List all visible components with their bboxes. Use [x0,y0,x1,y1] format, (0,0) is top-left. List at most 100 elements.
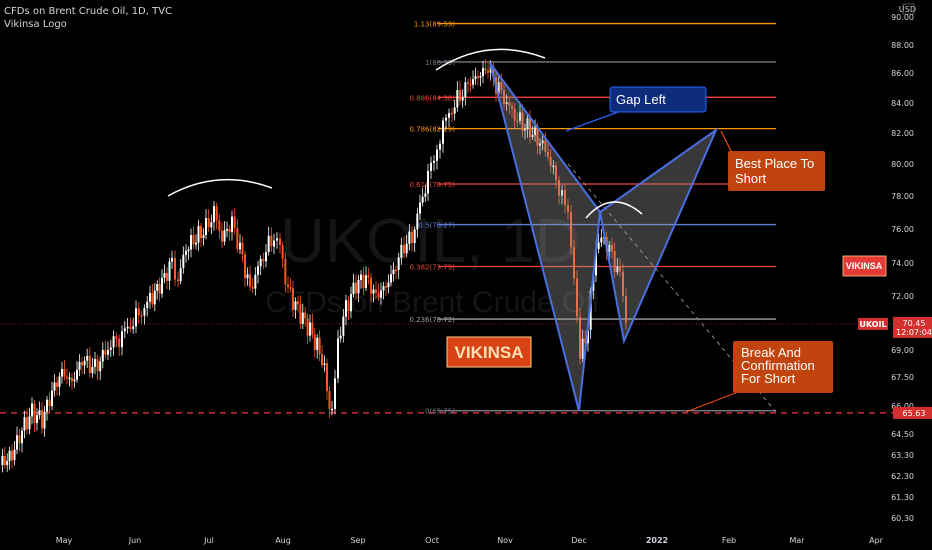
candle-body [552,165,555,168]
candle-body [382,286,385,291]
candle-body [306,318,309,336]
price-tag-countdown: 12:07:04 [896,328,932,337]
candle-body [91,366,94,374]
candle-body [436,149,438,161]
candle-body [284,258,287,285]
candle-body [123,328,126,332]
fib-level-label: 0.5(76.27) [418,222,455,230]
candle-body [459,90,461,101]
candle-body [61,369,63,377]
candle-body [508,102,511,106]
candle-body [153,290,156,305]
candle-body [223,230,226,242]
candle-body [616,266,619,273]
candle-body [86,355,89,361]
support-tag-value: 65.63 [903,409,926,418]
candle-body [28,416,31,430]
price-tick: 76.00 [891,225,914,234]
price-tick: 72.00 [891,292,914,301]
candle-body [38,410,41,416]
candle-body [292,288,294,310]
candle-body [126,326,129,329]
candle-body [149,292,151,302]
break-line: Confirmation [741,358,815,373]
candle-body [68,377,71,380]
candle-body [316,337,319,350]
candle-body [448,113,450,118]
candle-body [265,252,267,262]
candle-body [187,249,190,252]
candle-body [171,258,173,262]
candle-body [367,275,370,278]
watermark-name: CFDs on Brent Crude Oil [265,286,598,319]
symbol-tag-text: UKOIL [859,320,886,329]
candle-body [299,304,302,324]
candle-body [403,244,405,254]
candle-body [26,417,28,430]
candle-body [190,235,192,250]
fib-level-label: 0.618(78.75) [409,181,455,189]
candle-body [215,206,218,221]
candle-body [587,329,589,344]
time-tick: May [56,536,73,545]
candle-body [326,363,328,392]
candle-body [228,228,231,233]
candle-body [239,242,241,250]
candle-body [531,135,534,138]
candle-body [405,243,408,254]
candle-body [321,354,323,366]
price-tick: 69.00 [891,346,914,355]
candle-body [342,316,345,336]
pattern-xb [489,62,601,213]
candle-body [611,244,613,251]
candle-body [236,227,239,250]
candle-body [107,349,109,355]
candle-body [573,247,575,279]
candle-body [88,355,91,374]
candle-body [257,266,259,275]
candle-body [360,274,362,281]
break-pointer [685,391,739,413]
candle-body [182,254,185,269]
candle-body [218,220,221,231]
candle-body [442,120,444,144]
candle-body [416,213,419,230]
price-tick: 64.50 [891,430,914,439]
candle-body [121,331,123,348]
trend-line [567,163,777,413]
candle-body [185,250,187,255]
brand-box-bg [446,336,532,368]
arc-annotation [167,178,273,197]
candle-body [301,312,304,324]
candle-body [276,238,278,241]
candle-body [96,359,99,372]
candle-body [46,399,48,412]
candle-body [536,127,539,146]
candle-body [484,68,487,71]
pattern-bd [599,129,717,213]
candle-body [433,160,435,163]
candle-body [421,196,424,203]
candle-body [279,238,281,246]
candle-body [244,254,246,279]
candle-body [524,128,526,131]
candle-body [281,245,284,259]
candle-body [132,326,135,329]
candle-body [375,289,377,293]
candle-body [51,390,53,407]
candle-body [567,205,569,213]
candle-body [511,105,513,109]
fib-level-label: 1(86.79) [425,59,455,67]
candle-body [411,231,413,244]
price-tick: 74.00 [891,259,914,268]
candle-body [456,90,459,108]
candle-body [231,216,233,233]
candle-body [21,430,23,444]
candle-body [205,218,207,236]
candle-body [78,362,81,370]
candle-body [33,403,36,423]
candle-body [202,235,205,239]
candle-body [66,376,68,379]
arc-annotation [435,48,546,71]
time-tick: Nov [497,536,513,545]
